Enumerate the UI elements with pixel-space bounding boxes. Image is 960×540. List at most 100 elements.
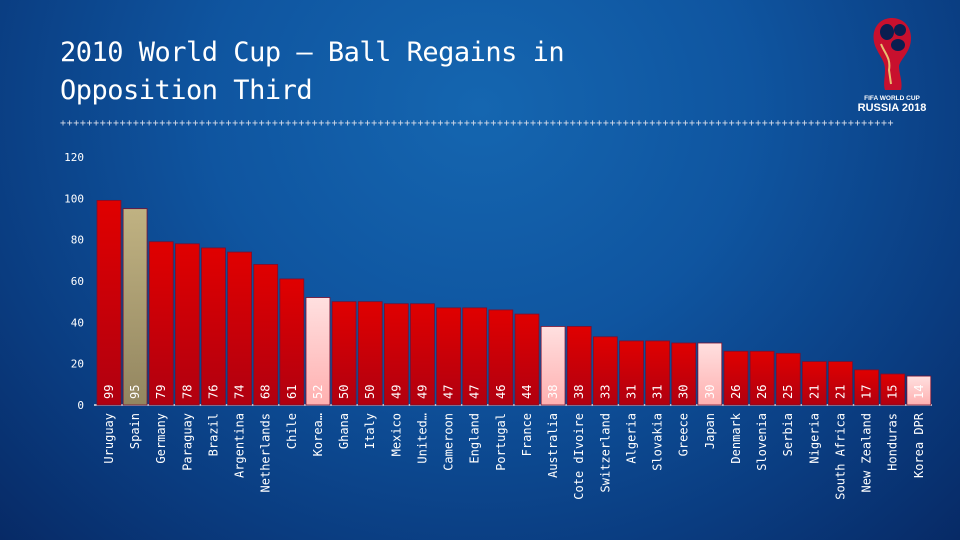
x-tick-label: Cote dIvoire	[572, 413, 586, 500]
y-tick-label: 20	[71, 358, 84, 371]
x-tick-label: Honduras	[886, 413, 900, 471]
data-label: 46	[494, 385, 508, 399]
data-label: 26	[755, 385, 769, 399]
world-cup-logo: FIFA WORLD CUP RUSSIA 2018	[858, 18, 927, 114]
data-label: 50	[337, 385, 351, 399]
bar	[592, 336, 618, 406]
x-tick-label: Cameroon	[442, 413, 456, 471]
bar	[357, 301, 383, 406]
x-tick-label: Japan	[703, 413, 717, 449]
x-tick-label: Chile	[285, 413, 299, 449]
x-tick-label: Uruguay	[102, 413, 116, 464]
bar	[514, 313, 540, 406]
data-label: 52	[311, 385, 325, 399]
bar	[880, 373, 906, 406]
bar	[801, 361, 827, 406]
trophy-icon	[873, 18, 911, 90]
data-label: 15	[886, 385, 900, 399]
x-tick-label: Argentina	[233, 413, 247, 478]
bar	[122, 208, 148, 406]
x-tick-label: Denmark	[729, 412, 743, 463]
x-tick-label: Algeria	[624, 413, 638, 464]
bar	[227, 251, 252, 406]
x-tick-label: Mexico	[389, 413, 403, 456]
bar	[253, 264, 279, 406]
title-line-1: 2010 World Cup – Ball Regains in	[60, 37, 565, 68]
x-tick-label: France	[520, 413, 534, 456]
data-label: 47	[442, 385, 456, 399]
data-label: 44	[520, 385, 534, 399]
data-label: 21	[833, 385, 847, 399]
data-label: 38	[572, 385, 586, 399]
bar	[148, 241, 174, 406]
bar	[828, 361, 853, 406]
x-tick-label: Australia	[546, 413, 560, 478]
bar	[566, 326, 592, 406]
y-tick-label: 80	[71, 234, 84, 247]
data-label: 50	[363, 385, 377, 399]
logo-line-1: FIFA WORLD CUP	[864, 95, 920, 102]
bar	[462, 307, 488, 406]
x-tick-label: Paraguay	[180, 413, 194, 471]
logo-line-2: RUSSIA 2018	[858, 102, 927, 114]
x-tick-label: Ghana	[337, 413, 351, 449]
data-label: 17	[860, 385, 874, 399]
decorative-divider: ++++++++++++++++++++++++++++++++++++++++…	[60, 118, 895, 129]
data-label: 49	[415, 385, 429, 399]
x-tick-label: Spain	[128, 413, 142, 449]
title-line-2: Opposition Third	[60, 75, 313, 106]
x-tick-label: Korea…	[311, 413, 325, 456]
data-label: 49	[389, 385, 403, 399]
bar	[174, 243, 200, 406]
y-tick-label: 60	[71, 275, 84, 288]
data-label: 68	[259, 385, 273, 399]
bar	[279, 278, 305, 406]
data-label: 30	[703, 385, 717, 399]
bar	[383, 303, 409, 406]
data-label: 14	[912, 385, 926, 399]
x-tick-label: Netherlands	[259, 413, 273, 492]
x-tick-label: Nigeria	[807, 413, 821, 464]
data-label: 79	[154, 385, 168, 399]
bar	[645, 340, 670, 406]
x-tick-label: South Africa	[833, 413, 847, 500]
bar	[488, 309, 514, 406]
data-label: 76	[206, 385, 220, 399]
data-label: 31	[651, 385, 665, 399]
bar	[671, 342, 697, 406]
data-label: 26	[729, 385, 743, 399]
data-label: 30	[677, 385, 691, 399]
page-title: 2010 World Cup – Ball Regains in Opposit…	[60, 34, 565, 110]
bar	[201, 247, 226, 406]
data-label: 31	[624, 385, 638, 399]
bar	[854, 369, 879, 406]
x-tick-label: New Zealand	[860, 413, 874, 492]
y-tick-label: 40	[71, 316, 84, 329]
y-tick-label: 0	[77, 399, 84, 412]
x-tick-label: United…	[415, 413, 429, 464]
data-label: 74	[233, 385, 247, 399]
x-tick-label: Italy	[363, 413, 377, 449]
y-tick-label: 120	[64, 151, 84, 164]
bar	[619, 340, 644, 406]
data-label: 25	[781, 385, 795, 399]
x-tick-label: Korea DPR	[912, 412, 926, 478]
x-tick-label: Slovakia	[651, 413, 665, 471]
bar	[775, 352, 801, 406]
bar	[305, 297, 331, 406]
bar	[410, 303, 435, 406]
data-label: 38	[546, 385, 560, 399]
bar	[436, 307, 461, 406]
x-tick-label: Slovenia	[755, 413, 769, 471]
x-tick-label: Brazil	[206, 413, 220, 456]
data-label: 61	[285, 385, 299, 399]
x-tick-label: England	[468, 413, 482, 464]
bar	[96, 199, 122, 406]
x-tick-label: Portugal	[494, 413, 508, 471]
bar	[723, 350, 749, 406]
data-label: 99	[102, 385, 116, 399]
x-tick-label: Switzerland	[598, 413, 612, 492]
data-label: 78	[180, 385, 194, 399]
bar	[697, 342, 723, 406]
